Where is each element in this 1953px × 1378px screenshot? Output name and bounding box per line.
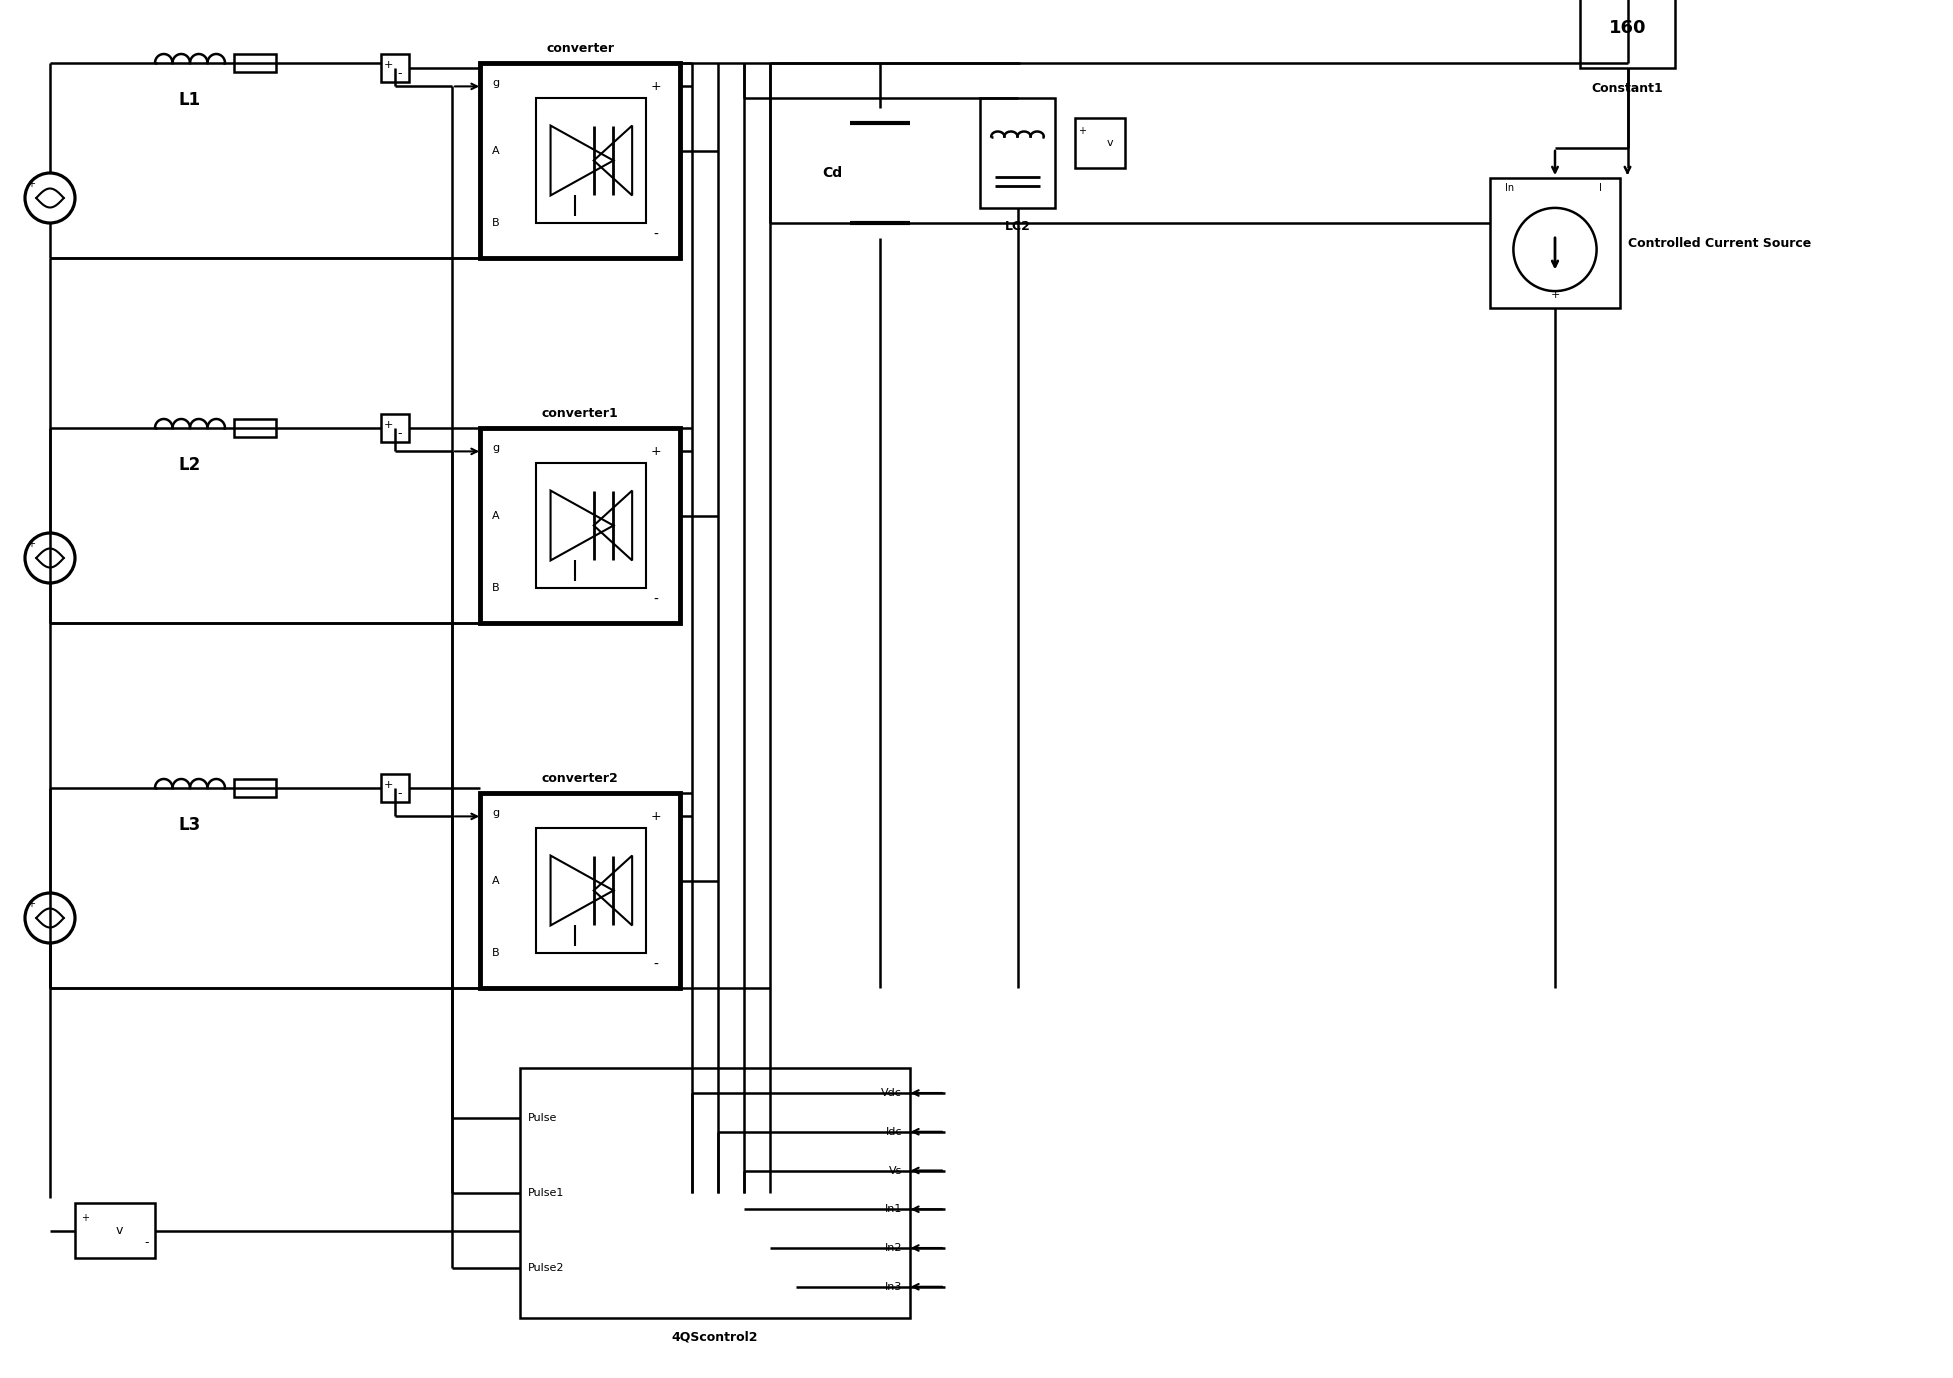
Text: In: In (1506, 183, 1514, 193)
Text: converter2: converter2 (541, 772, 619, 785)
Text: 4QScontrol2: 4QScontrol2 (672, 1330, 758, 1344)
Text: B: B (492, 583, 500, 593)
Text: L3: L3 (180, 816, 201, 834)
Text: g: g (492, 442, 500, 452)
Bar (535, 98, 646, 223)
Text: L1: L1 (180, 91, 201, 109)
Text: Vdc: Vdc (881, 1089, 902, 1098)
Text: +: + (27, 539, 35, 550)
Text: B: B (492, 218, 500, 227)
Bar (535, 828, 646, 954)
Text: Idc: Idc (885, 1127, 902, 1137)
Text: +: + (650, 810, 662, 823)
Text: +: + (27, 900, 35, 909)
Text: +: + (650, 445, 662, 457)
Text: In3: In3 (885, 1282, 902, 1291)
Text: g: g (492, 77, 500, 87)
Text: B: B (492, 948, 500, 958)
Text: Pulse: Pulse (527, 1113, 557, 1123)
Text: converter1: converter1 (541, 407, 619, 420)
Text: In1: In1 (885, 1204, 902, 1214)
Text: Constant1: Constant1 (1592, 83, 1664, 95)
Bar (1580, 0, 1676, 68)
Text: -: - (396, 427, 402, 440)
Text: +: + (27, 179, 35, 189)
Text: +: + (1551, 289, 1560, 300)
Text: g: g (492, 808, 500, 817)
Bar (480, 792, 680, 988)
Text: +: + (80, 1214, 88, 1224)
Bar (381, 54, 408, 83)
Text: v: v (115, 1224, 123, 1237)
Text: LC2: LC2 (1004, 220, 1031, 233)
Text: Controlled Current Source: Controlled Current Source (1629, 237, 1810, 249)
Text: In2: In2 (885, 1243, 902, 1253)
Bar (74, 1203, 154, 1258)
Text: -: - (654, 958, 658, 971)
Text: -: - (654, 227, 658, 241)
Text: Pulse1: Pulse1 (527, 1188, 564, 1197)
Text: +: + (383, 420, 393, 430)
Text: v: v (1107, 138, 1113, 147)
Bar (480, 429, 680, 623)
Text: L2: L2 (180, 456, 201, 474)
Text: Pulse2: Pulse2 (527, 1264, 564, 1273)
Text: +: + (383, 780, 393, 790)
Text: 160: 160 (1609, 19, 1646, 37)
Text: -: - (396, 787, 402, 801)
Bar (480, 63, 680, 258)
Bar (234, 54, 275, 72)
Text: Cd: Cd (822, 165, 842, 181)
Bar (535, 463, 646, 588)
Bar (234, 419, 275, 437)
Text: +: + (650, 80, 662, 92)
Text: A: A (492, 511, 500, 521)
Bar (1490, 178, 1619, 309)
Text: +: + (1078, 125, 1086, 135)
Bar (1074, 119, 1125, 168)
Text: -: - (654, 593, 658, 606)
Bar (234, 779, 275, 796)
Bar (381, 774, 408, 802)
Text: Vs: Vs (889, 1166, 902, 1175)
Text: +: + (383, 59, 393, 70)
Text: converter: converter (547, 41, 613, 55)
Text: A: A (492, 146, 500, 156)
Text: -: - (396, 68, 402, 80)
Text: A: A (492, 876, 500, 886)
Bar (381, 413, 408, 442)
Text: -: - (145, 1236, 148, 1248)
Bar (980, 98, 1055, 208)
Bar (519, 1068, 910, 1317)
Text: I: I (1600, 183, 1601, 193)
